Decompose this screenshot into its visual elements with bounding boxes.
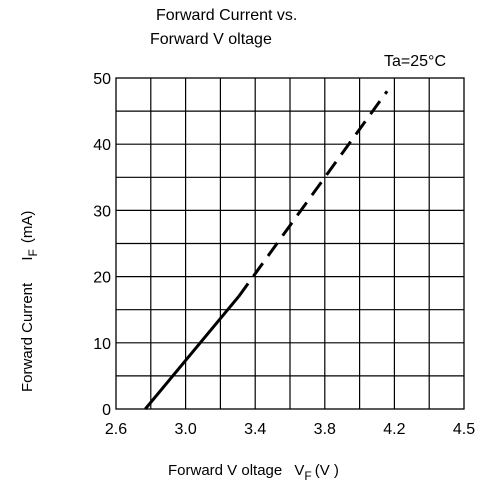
y-tick-label: 30	[93, 203, 111, 220]
y-axis-label-text: Forward Current	[19, 282, 36, 392]
y-axis-label-symbol: I	[19, 256, 36, 260]
temperature-condition: Ta=25°C	[384, 53, 446, 70]
x-axis-label-sub: F	[304, 469, 311, 483]
y-tick-label: 10	[93, 336, 111, 353]
x-axis-label: Forward V oltage VF (V )	[168, 462, 339, 483]
x-tick-label: 4.5	[453, 421, 475, 438]
series-group	[144, 90, 389, 410]
plot-frame	[115, 77, 465, 410]
x-axis-label-text: Forward V oltage	[168, 462, 282, 479]
series-line-solid	[144, 295, 240, 410]
y-axis-label-sub: F	[26, 249, 40, 256]
x-tick-labels: 2.6 3.0 3.4 3.8 4.2 4.5	[105, 421, 475, 438]
y-tick-label: 0	[102, 402, 111, 419]
y-axis-label-unit: (mA)	[19, 211, 36, 244]
series-line-dashed	[237, 90, 389, 298]
x-tick-label: 3.8	[314, 421, 336, 438]
x-axis-label-unit: (V )	[315, 462, 339, 479]
x-tick-label: 2.6	[105, 421, 127, 438]
x-tick-label: 3.0	[174, 421, 196, 438]
y-axis-label: Forward Current IF (mA)	[19, 211, 40, 392]
y-tick-label: 20	[93, 270, 111, 287]
x-tick-label: 3.4	[244, 421, 266, 438]
y-tick-labels: 50 40 30 20 10 0	[93, 71, 111, 419]
x-tick-label: 4.2	[383, 421, 405, 438]
chart-title-line-2: Forward V oltage	[150, 31, 272, 48]
y-tick-label: 40	[93, 137, 111, 154]
x-axis-label-symbol: V	[294, 462, 304, 479]
chart-grid	[116, 78, 464, 409]
y-tick-label: 50	[93, 71, 111, 88]
chart-title-line-1: Forward Current vs.	[156, 7, 298, 24]
